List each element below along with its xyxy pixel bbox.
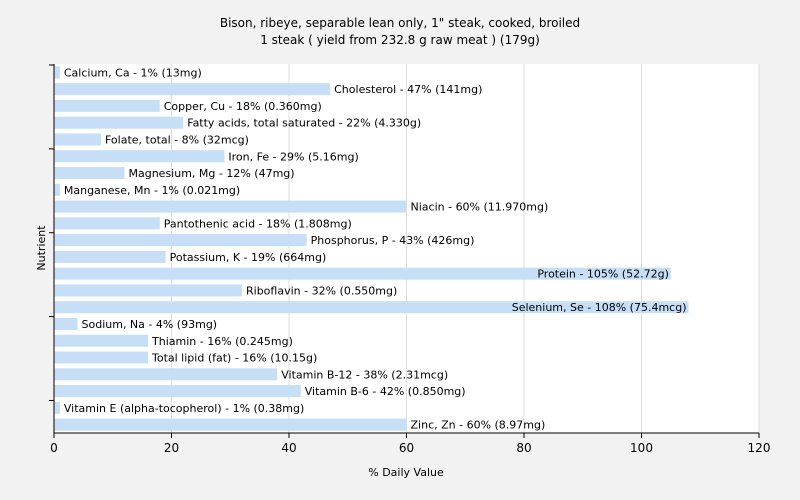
bar [54,133,101,146]
bar [54,317,78,330]
bar [54,183,60,196]
bar [54,284,242,297]
bar-label: Cholesterol - 47% (141mg) [334,83,482,96]
bar [54,351,148,364]
x-tick-label: 20 [164,441,179,455]
x-axis-title: % Daily Value [368,466,444,479]
bar [54,99,160,112]
bar-label: Copper, Cu - 18% (0.360mg) [164,100,322,113]
bar [54,250,166,263]
axes: 0 20 40 60 80 100 120 [49,64,770,455]
bar [54,234,307,247]
bar-label: Protein - 105% (52.72g) [537,268,669,281]
bar [54,116,184,129]
bar-label: Zinc, Zn - 60% (8.97mg) [411,419,546,432]
bar [54,150,225,163]
bar [54,385,301,398]
bar-label: Riboflavin - 32% (0.550mg) [246,284,397,297]
bar-label: Folate, total - 8% (32mcg) [105,133,249,146]
bar [54,368,278,381]
bar-label: Fatty acids, total saturated - 22% (4.33… [187,117,421,130]
bar-label: Calcium, Ca - 1% (13mg) [64,66,202,79]
bar-label: Vitamin E (alpha-tocopherol) - 1% (0.38m… [64,402,304,415]
bars: Calcium, Ca - 1% (13mg) Cholesterol - 47%… [54,66,689,432]
bar-label: Niacin - 60% (11.970mg) [411,201,549,214]
bar-label: Manganese, Mn - 1% (0.021mg) [64,184,240,197]
bar-label: Vitamin B-12 - 38% (2.31mcg) [281,368,448,381]
bar [54,301,689,314]
x-tick-label: 100 [630,441,653,455]
bar-label: Thiamin - 16% (0.245mg) [151,335,293,348]
bar [54,401,60,414]
bar-label: Potassium, K - 19% (664mg) [170,251,327,264]
bar [54,267,671,280]
bar-label: Iron, Fe - 29% (5.16mg) [228,150,358,163]
bar-label: Vitamin B-6 - 42% (0.850mg) [305,385,466,398]
bar-label: Phosphorus, P - 43% (426mg) [311,234,475,247]
x-tick-label: 0 [50,441,58,455]
bar-label: Total lipid (fat) - 16% (10.15g) [151,352,317,365]
x-tick-label: 120 [748,441,771,455]
chart-title: Bison, ribeye, separable lean only, 1" s… [220,16,580,30]
bar [54,217,160,230]
bar-label: Sodium, Na - 4% (93mg) [82,318,218,331]
x-tick-label: 40 [281,441,296,455]
chart-subtitle: 1 steak ( yield from 232.8 g raw meat ) … [260,33,540,47]
x-tick-label: 80 [516,441,531,455]
bar [54,167,125,180]
bar [54,66,60,79]
y-axis-title: Nutrient [35,225,48,271]
bar [54,200,407,213]
bar [54,334,148,347]
x-tick-label: 60 [399,441,414,455]
bar [54,418,407,431]
bar [54,83,331,96]
bar-label: Selenium, Se - 108% (75.4mcg) [512,301,687,314]
bar-label: Pantothenic acid - 18% (1.808mg) [164,217,352,230]
bar-label: Magnesium, Mg - 12% (47mg) [129,167,295,180]
